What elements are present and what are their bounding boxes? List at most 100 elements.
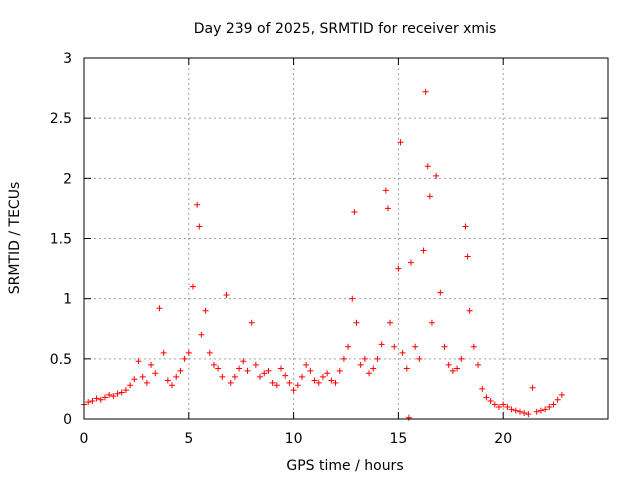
grid-lines	[84, 58, 608, 419]
data-point	[387, 319, 394, 326]
data-point	[152, 370, 159, 377]
data-point	[227, 379, 234, 386]
data-point	[231, 373, 238, 380]
data-point	[458, 355, 465, 362]
data-point	[332, 379, 339, 386]
data-point	[319, 373, 326, 380]
data-point	[303, 361, 310, 368]
data-point	[114, 390, 121, 397]
data-point	[311, 377, 318, 384]
data-point	[353, 319, 360, 326]
y-tick-label: 1	[63, 292, 72, 308]
data-point	[422, 88, 429, 95]
data-point	[177, 367, 184, 374]
data-point	[449, 367, 456, 374]
data-point	[420, 247, 427, 254]
data-point	[370, 365, 377, 372]
data-point	[504, 403, 511, 410]
data-point	[345, 343, 352, 350]
data-point	[554, 396, 561, 403]
data-point	[470, 343, 477, 350]
data-point	[248, 319, 255, 326]
data-point	[454, 365, 461, 372]
data-point	[529, 384, 536, 391]
data-point	[374, 355, 381, 362]
data-point	[282, 372, 289, 379]
x-tick-label: 15	[389, 431, 407, 447]
data-point	[307, 367, 314, 374]
data-point	[202, 307, 209, 314]
data-point	[384, 205, 391, 212]
data-point	[139, 373, 146, 380]
data-point	[537, 407, 544, 414]
data-point	[148, 361, 155, 368]
data-point	[236, 365, 243, 372]
data-point	[328, 377, 335, 384]
data-point	[508, 406, 515, 413]
x-tick-label: 10	[285, 431, 303, 447]
data-point	[315, 379, 322, 386]
chart-title: Day 239 of 2025, SRMTID for receiver xmi…	[194, 21, 497, 37]
data-point	[215, 365, 222, 372]
data-point	[466, 307, 473, 314]
data-point	[101, 394, 108, 401]
y-tick-label: 1.5	[50, 232, 72, 248]
data-point	[219, 373, 226, 380]
data-point	[286, 379, 293, 386]
data-point	[164, 377, 171, 384]
data-point	[361, 355, 368, 362]
data-point	[395, 265, 402, 272]
x-tick-label: 20	[494, 431, 512, 447]
data-point	[403, 365, 410, 372]
data-point	[397, 139, 404, 146]
data-point	[210, 361, 217, 368]
data-point	[349, 295, 356, 302]
data-point	[462, 223, 469, 230]
data-point	[181, 355, 188, 362]
y-tick-label: 2	[63, 171, 72, 187]
data-point	[525, 411, 532, 418]
data-point	[424, 163, 431, 170]
data-point	[122, 387, 129, 394]
data-point	[156, 305, 163, 312]
data-point	[185, 349, 192, 356]
data-point	[475, 361, 482, 368]
data-point	[223, 292, 230, 299]
data-point	[483, 394, 490, 401]
data-point	[351, 209, 358, 216]
data-point	[428, 319, 435, 326]
data-point	[261, 370, 268, 377]
y-tick-label: 0	[63, 412, 72, 428]
data-points	[81, 88, 565, 421]
data-point	[491, 401, 498, 408]
data-point	[189, 283, 196, 290]
data-point	[426, 193, 433, 200]
data-point	[324, 370, 331, 377]
data-point	[516, 408, 523, 415]
data-point	[106, 391, 113, 398]
y-axis-label: SRMTID / TECUs	[7, 182, 23, 295]
data-point	[391, 343, 398, 350]
data-point	[416, 355, 423, 362]
data-point	[378, 341, 385, 348]
data-point	[173, 373, 180, 380]
y-tick-label: 2.5	[50, 111, 72, 127]
data-point	[487, 397, 494, 404]
data-point	[479, 385, 486, 392]
data-point	[433, 172, 440, 179]
data-point	[160, 349, 167, 356]
axis-ticks: 0 5 10 15 20 0 0.5 1 1.5 2 2.5 3	[50, 51, 608, 447]
data-point	[127, 382, 134, 389]
data-point	[382, 187, 389, 194]
data-point	[135, 358, 142, 365]
y-tick-label: 0.5	[50, 352, 72, 368]
x-axis-label: GPS time / hours	[286, 458, 403, 474]
data-point	[357, 361, 364, 368]
data-point	[110, 393, 117, 400]
y-tick-label: 3	[63, 51, 72, 67]
data-point	[558, 391, 565, 398]
data-point	[240, 358, 247, 365]
data-point	[366, 370, 373, 377]
x-tick-label: 5	[184, 431, 193, 447]
